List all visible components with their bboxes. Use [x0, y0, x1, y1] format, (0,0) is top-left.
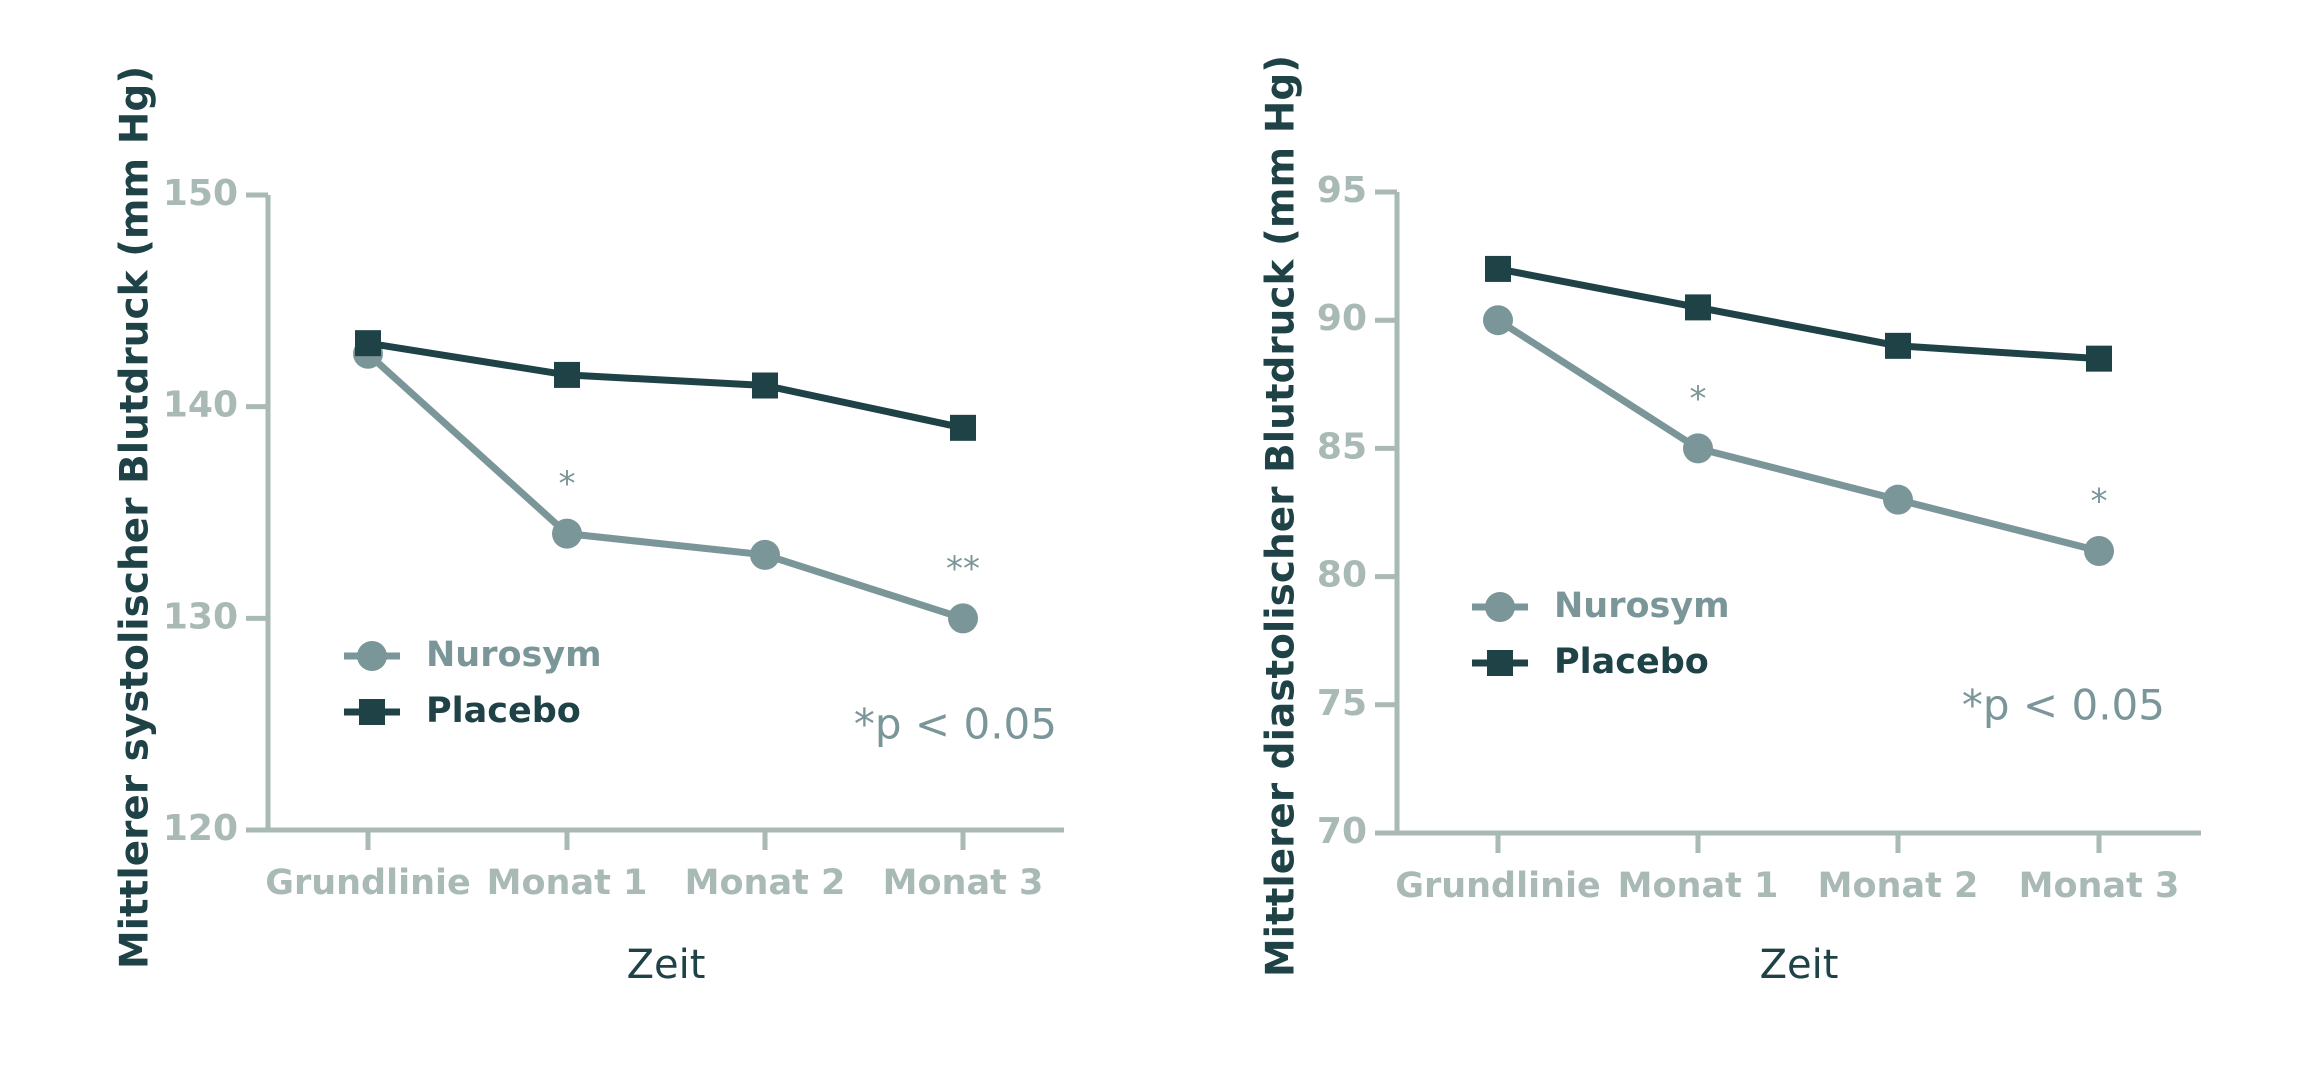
data-point [1885, 332, 1911, 359]
legend-label: Placebo [1554, 642, 1709, 682]
significance-mark: * [559, 464, 576, 504]
legend-marker [1487, 650, 1513, 676]
x-tick-label: Grundlinie [265, 863, 471, 903]
significance-mark: ** [946, 549, 980, 589]
p-value-note: *p < 0.05 [854, 700, 1057, 749]
y-tick-label: 90 [1317, 298, 1367, 339]
legend-marker [357, 641, 387, 671]
data-point [1685, 294, 1711, 321]
legend-marker [1485, 592, 1515, 622]
y-tick-label: 70 [1317, 811, 1367, 852]
x-tick-label: Monat 3 [883, 863, 1044, 903]
x-tick-label: Monat 3 [2019, 866, 2180, 906]
y-tick-label: 75 [1317, 683, 1367, 724]
data-point [948, 603, 978, 634]
significance-mark: * [1690, 379, 1707, 419]
data-point [554, 361, 580, 388]
y-tick-label: 80 [1317, 555, 1367, 596]
y-tick-label: 120 [163, 808, 238, 849]
x-tick-label: Monat 1 [1618, 866, 1779, 906]
y-tick-label: 140 [163, 385, 238, 426]
data-point [1683, 433, 1713, 464]
x-axis-label: Zeit [1760, 942, 1839, 988]
series-line [367, 339, 964, 432]
x-tick-label: Monat 1 [487, 863, 648, 903]
x-axis-label: Zeit [627, 942, 706, 988]
y-tick-label: 95 [1317, 170, 1367, 211]
significance-mark: * [2091, 481, 2108, 521]
p-value-note: *p < 0.05 [1962, 681, 2165, 730]
data-point [2086, 345, 2112, 372]
legend-label: Nurosym [1554, 586, 1730, 626]
x-tick-label: Monat 2 [685, 863, 846, 903]
y-tick-label: 85 [1317, 426, 1367, 467]
data-point [950, 414, 976, 441]
y-axis-label: Mittlerer systolischer Blutdruck (mm Hg) [113, 66, 158, 969]
data-point [1883, 484, 1913, 515]
x-tick-label: Grundlinie [1395, 866, 1601, 906]
legend-marker [359, 699, 385, 725]
data-point [752, 372, 778, 399]
legend-label: Placebo [426, 691, 581, 731]
data-point [355, 330, 381, 357]
data-point [750, 539, 780, 570]
x-tick-label: Monat 2 [1818, 866, 1979, 906]
y-axis-label: Mittlerer diastolischer Blutdruck (mm Hg… [1259, 55, 1304, 977]
series-line [365, 351, 965, 622]
data-point [2084, 535, 2114, 566]
legend-label: Nurosym [426, 635, 602, 675]
data-point [1485, 255, 1511, 282]
series-line [1496, 317, 2100, 555]
series-line [1497, 265, 2100, 363]
y-tick-label: 150 [163, 173, 238, 214]
data-point [552, 518, 582, 549]
y-tick-label: 130 [163, 596, 238, 637]
data-point [1483, 305, 1513, 336]
